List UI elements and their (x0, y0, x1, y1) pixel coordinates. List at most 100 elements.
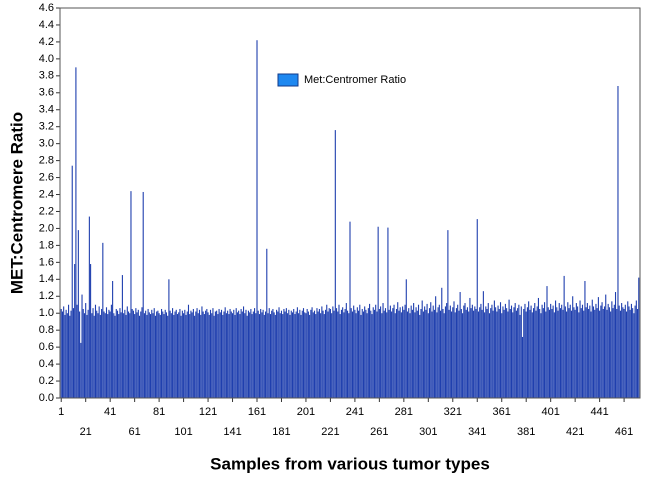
bar (370, 310, 372, 398)
bar (334, 130, 336, 398)
bar (274, 314, 276, 398)
bar (70, 310, 72, 398)
bar (120, 312, 122, 398)
bar (399, 307, 401, 398)
bar (315, 314, 317, 398)
bar (305, 313, 307, 398)
bar (64, 314, 66, 398)
bar (437, 307, 439, 398)
bar (208, 314, 210, 398)
x-tick-label: 281 (395, 406, 413, 418)
bar (444, 306, 446, 398)
y-tick-label: 3.0 (39, 138, 54, 150)
bar (154, 315, 156, 398)
bar (271, 310, 273, 398)
bar (242, 306, 245, 398)
bar (550, 303, 552, 398)
bar (498, 308, 500, 398)
bar (157, 310, 159, 398)
bar (375, 304, 377, 398)
bar (273, 312, 275, 398)
bar (410, 305, 412, 398)
bar (372, 307, 374, 398)
y-tick-label: 3.4 (39, 104, 54, 116)
bar (93, 315, 95, 398)
bar (371, 314, 373, 398)
bar (612, 308, 614, 398)
bar (272, 308, 274, 398)
bar (425, 309, 427, 398)
bar (580, 308, 582, 398)
bar (361, 308, 363, 398)
x-tick-label: 141 (223, 426, 241, 438)
bar (321, 306, 323, 398)
bar (136, 312, 138, 398)
bar (495, 307, 497, 398)
bar (107, 314, 109, 398)
bar (567, 302, 569, 398)
bar (605, 294, 607, 398)
bar (433, 309, 435, 398)
bar (131, 308, 133, 398)
x-tick-label: 161 (248, 406, 266, 418)
bar (304, 312, 306, 398)
bar (279, 313, 281, 398)
bar (127, 311, 130, 398)
bar (344, 308, 346, 398)
bar (535, 310, 537, 398)
y-tick-label: 0.6 (39, 341, 54, 353)
bar (178, 312, 180, 398)
bar (354, 309, 356, 398)
bar (583, 310, 585, 398)
bar (596, 308, 598, 398)
bar (528, 301, 530, 398)
bar (126, 306, 128, 398)
bar (485, 306, 487, 398)
bar (328, 308, 330, 398)
bar (553, 312, 555, 398)
bar (66, 313, 68, 398)
bar (548, 309, 551, 398)
bar (415, 307, 417, 398)
bar (145, 310, 147, 398)
bar (290, 310, 292, 398)
bar (339, 314, 341, 398)
bar (307, 311, 309, 398)
bar (265, 311, 267, 398)
bar (552, 305, 554, 398)
bar (589, 305, 591, 398)
bar (355, 313, 357, 398)
bar (530, 305, 532, 398)
x-tick-label: 41 (104, 406, 116, 418)
bar (263, 314, 265, 398)
bar (196, 308, 198, 398)
bar (252, 311, 254, 398)
bar (148, 312, 150, 398)
bar (430, 302, 432, 398)
bar (283, 308, 285, 398)
y-tick-label: 1.2 (39, 290, 54, 302)
bar (542, 308, 544, 398)
bar (156, 311, 158, 398)
bar (158, 313, 160, 398)
bar (306, 308, 308, 398)
bar (147, 308, 149, 398)
y-tick-label: 4.2 (39, 36, 54, 48)
bar (244, 313, 246, 398)
bar (417, 304, 420, 398)
y-tick-label: 3.6 (39, 87, 54, 99)
bar (395, 308, 398, 398)
bar (400, 312, 402, 398)
x-tick-label: 241 (346, 406, 364, 418)
bar (342, 307, 344, 398)
x-tick-label: 421 (566, 426, 584, 438)
bar (83, 313, 86, 398)
bar (228, 314, 230, 398)
bar (421, 300, 423, 398)
bar (470, 308, 472, 398)
bar (610, 311, 612, 398)
bar (630, 303, 632, 398)
bar (200, 314, 202, 398)
bar (403, 309, 405, 398)
bar (594, 309, 596, 398)
